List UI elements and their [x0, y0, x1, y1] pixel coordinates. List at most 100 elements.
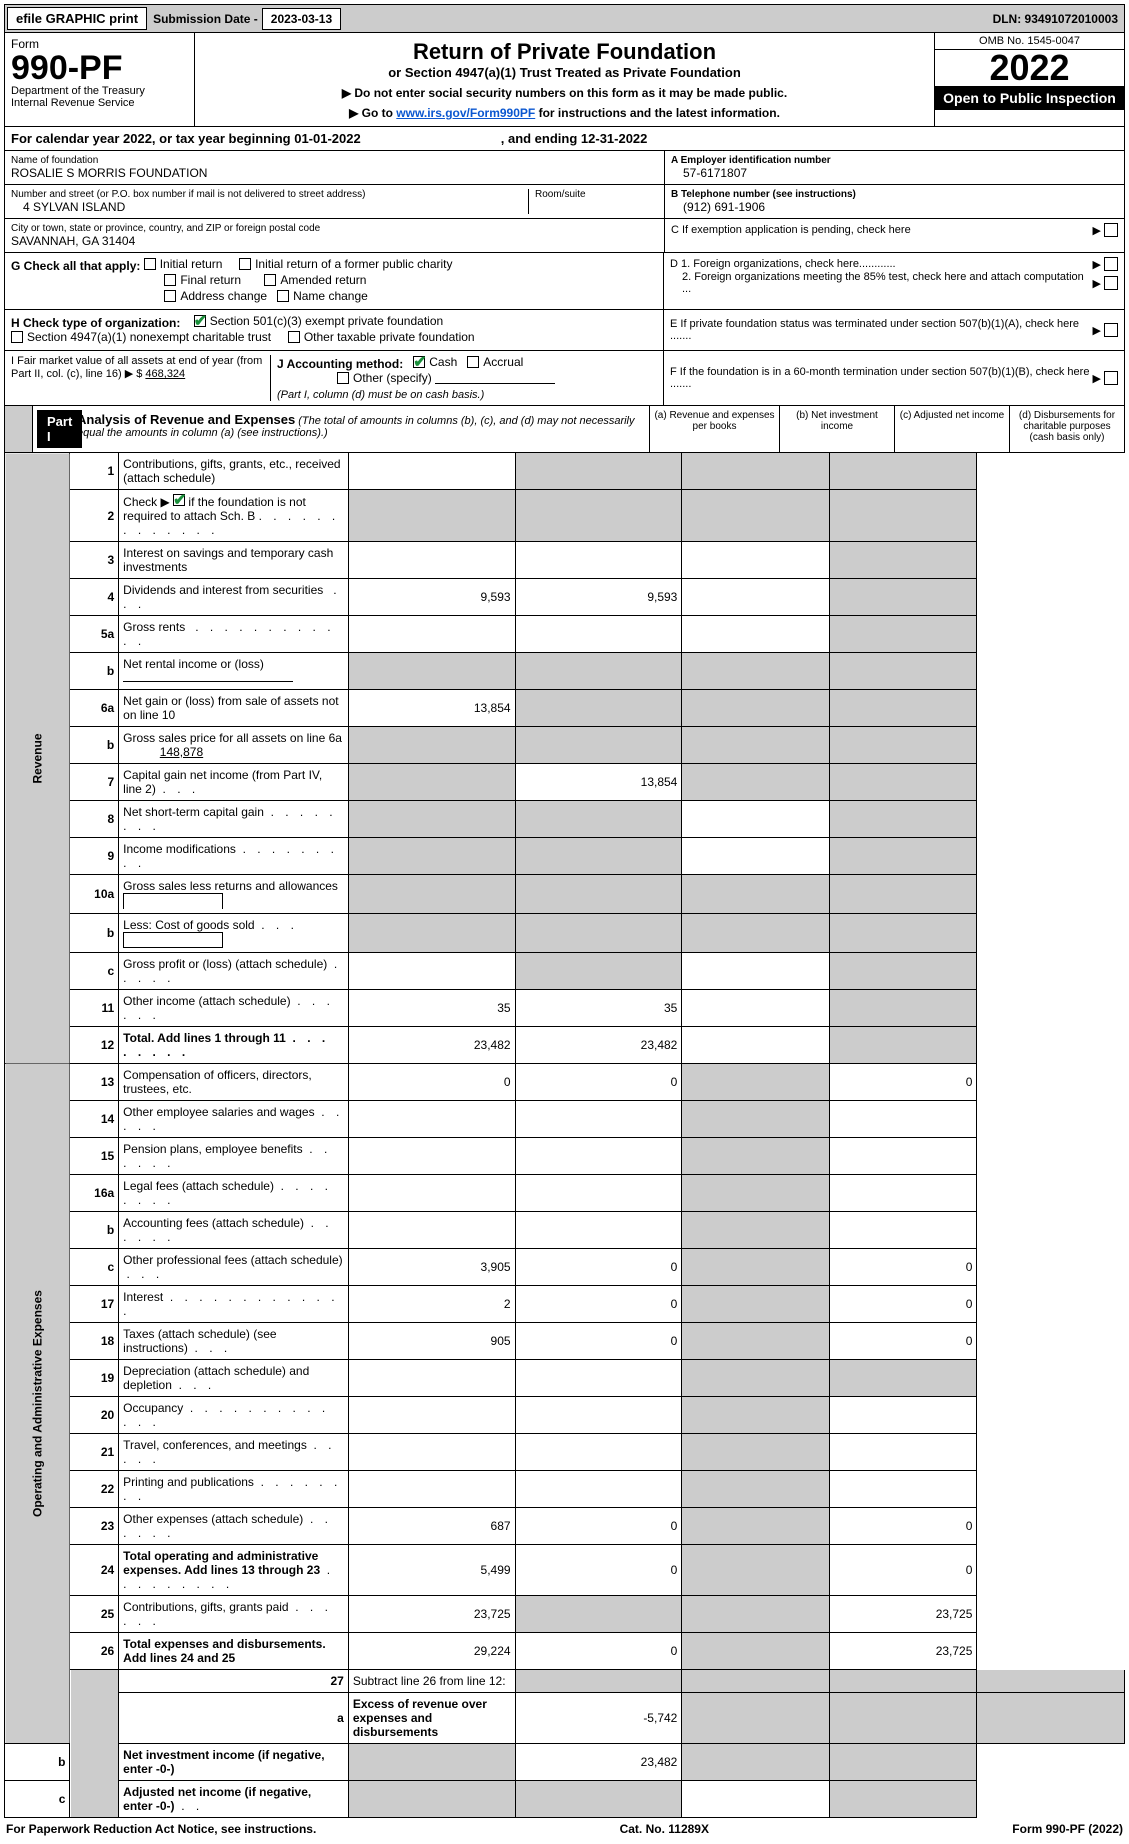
line-27a: aExcess of revenue over expenses and dis…: [5, 1693, 1125, 1744]
form-header: Form 990-PF Department of the Treasury I…: [4, 33, 1125, 127]
f-checkbox[interactable]: [1104, 371, 1118, 385]
addr-label: Number and street (or P.O. box number if…: [11, 189, 528, 200]
j-cash[interactable]: Cash: [413, 355, 457, 369]
line-13: Operating and Administrative Expenses 13…: [5, 1064, 1125, 1101]
g-name-change[interactable]: Name change: [277, 289, 368, 303]
i-value: 468,324: [145, 368, 185, 380]
line-14: 14Other employee salaries and wages . . …: [5, 1101, 1125, 1138]
irs-label: Internal Revenue Service: [11, 97, 188, 109]
line-8: 8Net short-term capital gain . . . . . .…: [5, 801, 1125, 838]
ein-label: A Employer identification number: [671, 155, 1118, 166]
line-12: 12Total. Add lines 1 through 11 . . . . …: [5, 1027, 1125, 1064]
line-6b: bGross sales price for all assets on lin…: [5, 727, 1125, 764]
e-checkbox[interactable]: [1104, 323, 1118, 337]
f-label: F If the foundation is in a 60-month ter…: [670, 366, 1092, 390]
phone-label: B Telephone number (see instructions): [671, 189, 1118, 200]
line-16a: 16aLegal fees (attach schedule) . . . . …: [5, 1175, 1125, 1212]
page-footer: For Paperwork Reduction Act Notice, see …: [4, 1818, 1125, 1840]
g-initial-return[interactable]: Initial return: [144, 257, 223, 271]
line-22: 22Printing and publications . . . . . . …: [5, 1471, 1125, 1508]
foundation-name: ROSALIE S MORRIS FOUNDATION: [11, 166, 658, 180]
line-23: 23Other expenses (attach schedule) . . .…: [5, 1508, 1125, 1545]
d2-checkbox[interactable]: [1104, 276, 1118, 290]
form-number: 990-PF: [11, 51, 188, 85]
g-amended-return[interactable]: Amended return: [264, 273, 366, 287]
line-27: 27Subtract line 26 from line 12:: [5, 1670, 1125, 1693]
form-ref: Form 990-PF (2022): [1012, 1822, 1123, 1836]
tax-year: 2022: [935, 50, 1124, 86]
g-label: G Check all that apply:: [11, 259, 140, 273]
expenses-side-label: Operating and Administrative Expenses: [5, 1064, 70, 1744]
h-label: H Check type of organization:: [11, 316, 180, 330]
line-5b: bNet rental income or (loss): [5, 653, 1125, 690]
warn-ssn: ▶ Do not enter social security numbers o…: [203, 86, 926, 100]
i-j-f-row: I Fair market value of all assets at end…: [4, 351, 1125, 406]
line-10a: 10aGross sales less returns and allowanc…: [5, 875, 1125, 914]
line-1: Revenue 1Contributions, gifts, grants, e…: [5, 453, 1125, 490]
cal-begin: For calendar year 2022, or tax year begi…: [11, 131, 361, 146]
calendar-year-row: For calendar year 2022, or tax year begi…: [4, 127, 1125, 151]
d1-label: D 1. Foreign organizations, check here..…: [670, 258, 1092, 270]
part1-header: Part I Analysis of Revenue and Expenses …: [4, 406, 1125, 453]
line-16b: bAccounting fees (attach schedule) . . .…: [5, 1212, 1125, 1249]
h-501c3[interactable]: Section 501(c)(3) exempt private foundat…: [194, 314, 443, 328]
part1-table: Revenue 1Contributions, gifts, grants, e…: [4, 453, 1125, 1818]
line-27c: cAdjusted net income (if negative, enter…: [5, 1781, 1125, 1818]
line-10c: cGross profit or (loss) (attach schedule…: [5, 953, 1125, 990]
form-title: Return of Private Foundation: [203, 39, 926, 65]
line-2: 2 Check ▶ if the foundation is not requi…: [5, 490, 1125, 542]
form-subtitle: or Section 4947(a)(1) Trust Treated as P…: [203, 65, 926, 80]
room-label: Room/suite: [535, 189, 658, 200]
g-initial-former[interactable]: Initial return of a former public charit…: [239, 257, 452, 271]
j-label: J Accounting method:: [277, 357, 403, 371]
line-15: 15Pension plans, employee benefits . . .…: [5, 1138, 1125, 1175]
line-24: 24Total operating and administrative exp…: [5, 1545, 1125, 1596]
part1-title: Analysis of Revenue and Expenses: [77, 412, 295, 427]
c-label: C If exemption application is pending, c…: [671, 224, 1092, 236]
submission-date-label: Submission Date -: [149, 12, 262, 26]
arrow-icon: ▶: [1092, 277, 1100, 290]
efile-print-button[interactable]: efile GRAPHIC print: [7, 7, 147, 30]
line-21: 21Travel, conferences, and meetings . . …: [5, 1434, 1125, 1471]
g-final-return[interactable]: Final return: [164, 273, 241, 287]
g-address-change[interactable]: Address change: [164, 289, 267, 303]
paperwork-notice: For Paperwork Reduction Act Notice, see …: [6, 1822, 316, 1836]
goto-prefix: ▶ Go to: [349, 106, 396, 120]
revenue-side-label: Revenue: [5, 453, 70, 1064]
line-20: 20Occupancy . . . . . . . . . . . . .: [5, 1397, 1125, 1434]
col-b-header: (b) Net investment income: [779, 406, 894, 452]
line-19: 19Depreciation (attach schedule) and dep…: [5, 1360, 1125, 1397]
col-d-header: (d) Disbursements for charitable purpose…: [1009, 406, 1124, 452]
city-label: City or town, state or province, country…: [11, 223, 658, 234]
j-other[interactable]: Other (specify): [337, 371, 432, 385]
cal-end: , and ending 12-31-2022: [501, 131, 648, 146]
line-9: 9Income modifications . . . . . . . . .: [5, 838, 1125, 875]
arrow-icon: ▶: [1092, 372, 1100, 385]
city-state-zip: SAVANNAH, GA 31404: [11, 234, 658, 248]
line-18: 18Taxes (attach schedule) (see instructi…: [5, 1323, 1125, 1360]
line-25: 25Contributions, gifts, grants paid . . …: [5, 1596, 1125, 1633]
line-7: 7Capital gain net income (from Part IV, …: [5, 764, 1125, 801]
form990pf-link[interactable]: www.irs.gov/Form990PF: [396, 106, 535, 120]
col-c-header: (c) Adjusted net income: [894, 406, 1009, 452]
goto-suffix: for instructions and the latest informat…: [535, 106, 780, 120]
h-4947[interactable]: Section 4947(a)(1) nonexempt charitable …: [11, 330, 271, 344]
arrow-icon: ▶: [1092, 324, 1100, 337]
warn-goto: ▶ Go to www.irs.gov/Form990PF for instru…: [203, 106, 926, 120]
col-a-header: (a) Revenue and expenses per books: [649, 406, 779, 452]
open-to-public: Open to Public Inspection: [935, 86, 1124, 110]
c-checkbox[interactable]: [1104, 223, 1118, 237]
dept-treasury: Department of the Treasury: [11, 85, 188, 97]
h-other-taxable[interactable]: Other taxable private foundation: [288, 330, 475, 344]
d2-label: 2. Foreign organizations meeting the 85%…: [682, 271, 1092, 295]
line-11: 11Other income (attach schedule) . . . .…: [5, 990, 1125, 1027]
e-label: E If private foundation status was termi…: [670, 318, 1092, 342]
g-d-row: G Check all that apply: Initial return I…: [4, 253, 1125, 310]
schb-checkbox[interactable]: [173, 494, 185, 506]
line-5a: 5aGross rents . . . . . . . . . . . .: [5, 616, 1125, 653]
d1-checkbox[interactable]: [1104, 257, 1118, 271]
line-6a: 6aNet gain or (loss) from sale of assets…: [5, 690, 1125, 727]
j-accrual[interactable]: Accrual: [467, 355, 523, 369]
line-27b: bNet investment income (if negative, ent…: [5, 1744, 1125, 1781]
street-address: 4 SYLVAN ISLAND: [11, 200, 528, 214]
